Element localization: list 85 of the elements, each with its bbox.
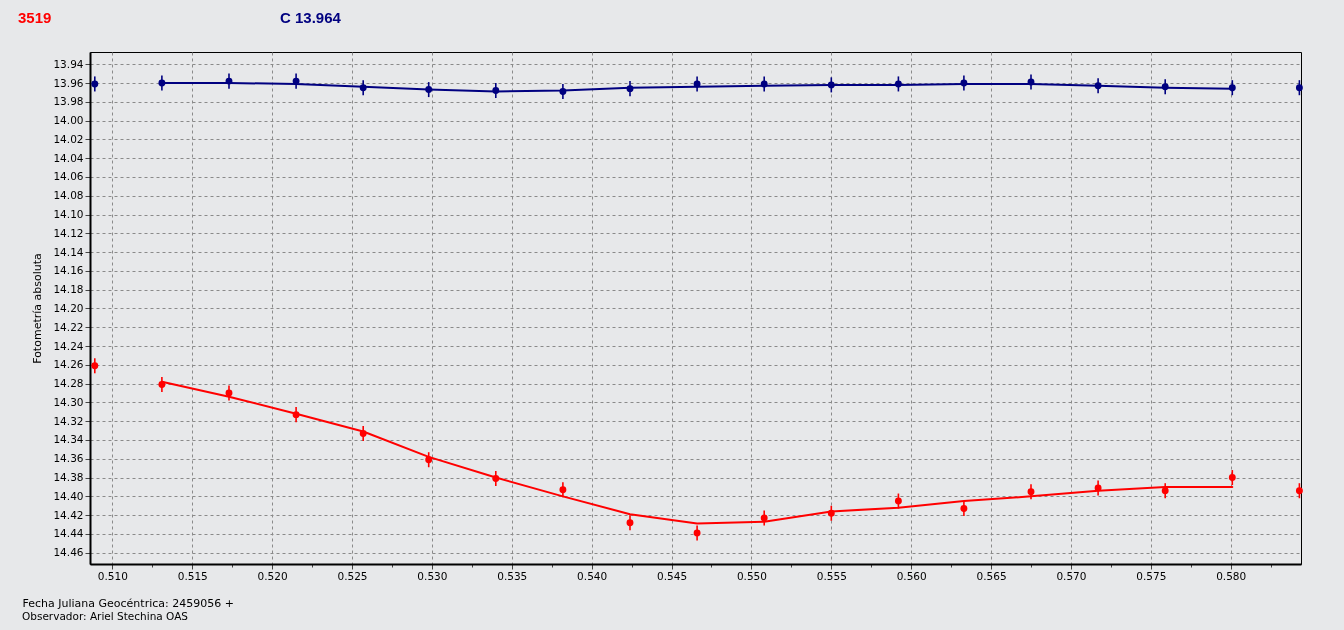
x-tick-label: 0.530 (417, 569, 448, 582)
y-tick-label: 14.42 (53, 508, 84, 521)
y-axis-title: Fotometría absoluta (31, 253, 45, 364)
point (359, 84, 367, 92)
point (559, 88, 567, 95)
x-tick-label: 0.570 (1056, 569, 1087, 582)
x-tick-label: 0.545 (657, 569, 688, 582)
point (960, 505, 968, 513)
y-tick-label: 14.02 (53, 132, 84, 145)
point (1094, 484, 1102, 492)
y-tick-label: 14.18 (53, 283, 84, 296)
point (760, 514, 768, 522)
point (693, 80, 701, 88)
x-tick-label: 0.550 (736, 569, 767, 582)
y-tick-label: 14.32 (53, 414, 84, 427)
point (1161, 83, 1169, 91)
y-tick-label: 13.98 (53, 95, 84, 108)
y-tick-label: 14.16 (53, 264, 84, 277)
y-tick-label: 14.46 (53, 546, 84, 559)
point (1295, 487, 1303, 495)
point (492, 87, 500, 94)
point (91, 80, 99, 88)
y-tick-label: 13.94 (53, 57, 84, 70)
x-axis-title: Fecha Juliana Geocéntrica: 2459056 + (22, 596, 234, 610)
point (559, 486, 567, 494)
point (827, 81, 835, 89)
y-tick-label: 14.12 (53, 226, 84, 239)
y-tick-label: 13.96 (53, 76, 84, 89)
point (225, 77, 233, 85)
point (158, 381, 166, 389)
y-tick-label: 14.38 (53, 471, 84, 484)
x-tick-label: 0.535 (497, 569, 528, 582)
point (894, 497, 902, 505)
x-tick-label: 0.560 (896, 569, 927, 582)
text: C 13.964 (280, 8, 342, 26)
point (1228, 84, 1236, 92)
point (827, 509, 835, 517)
y-tick-label: 14.14 (53, 245, 84, 258)
point (292, 411, 300, 419)
y-tick-label: 14.34 (53, 433, 84, 446)
point (359, 429, 367, 437)
point (425, 86, 433, 94)
y-tick-label: 14.36 (53, 452, 84, 465)
x-tick-label: 0.510 (97, 569, 128, 582)
point (1027, 488, 1035, 496)
y-tick-label: 14.30 (53, 395, 84, 408)
y-tick-label: 14.00 (53, 114, 84, 127)
y-tick-label: 14.22 (53, 320, 84, 333)
y-tick-label: 14.40 (53, 489, 84, 502)
point (693, 529, 701, 537)
x-tick-label: 0.525 (337, 569, 368, 582)
point (1161, 487, 1169, 495)
point (492, 475, 500, 482)
point (960, 79, 968, 87)
y-tick-label: 14.24 (53, 339, 84, 352)
point (1295, 84, 1303, 92)
point (225, 389, 233, 397)
point (760, 80, 768, 88)
x-tick-label: 0.520 (257, 569, 288, 582)
point (1228, 474, 1236, 482)
point (158, 79, 166, 87)
point (91, 362, 99, 370)
x-tick-label: 0.515 (177, 569, 208, 582)
y-tick-label: 14.10 (53, 208, 84, 221)
text: 3519 (18, 8, 52, 26)
y-tick-label: 14.20 (53, 301, 84, 314)
y-tick-label: 14.28 (53, 377, 84, 390)
y-tick-label: 14.04 (53, 151, 84, 164)
y-tick-label: 14.08 (53, 189, 84, 202)
x-tick-label: 0.540 (577, 569, 608, 582)
x-tick-label: 0.565 (976, 569, 1007, 582)
point (292, 77, 300, 85)
y-tick-label: 14.26 (53, 358, 84, 371)
x-tick-label: 0.575 (1136, 569, 1167, 582)
text: Observador: Ariel Stechina OAS (22, 610, 189, 622)
point (1094, 82, 1102, 90)
y-tick-label: 14.06 (53, 170, 84, 183)
point (626, 519, 634, 527)
x-tick-label: 0.555 (816, 569, 847, 582)
point (894, 80, 902, 88)
y-tick-label: 14.44 (53, 527, 84, 540)
x-tick-label: 0.580 (1216, 569, 1247, 582)
point (425, 456, 433, 464)
point (1027, 78, 1035, 86)
point (626, 85, 634, 93)
